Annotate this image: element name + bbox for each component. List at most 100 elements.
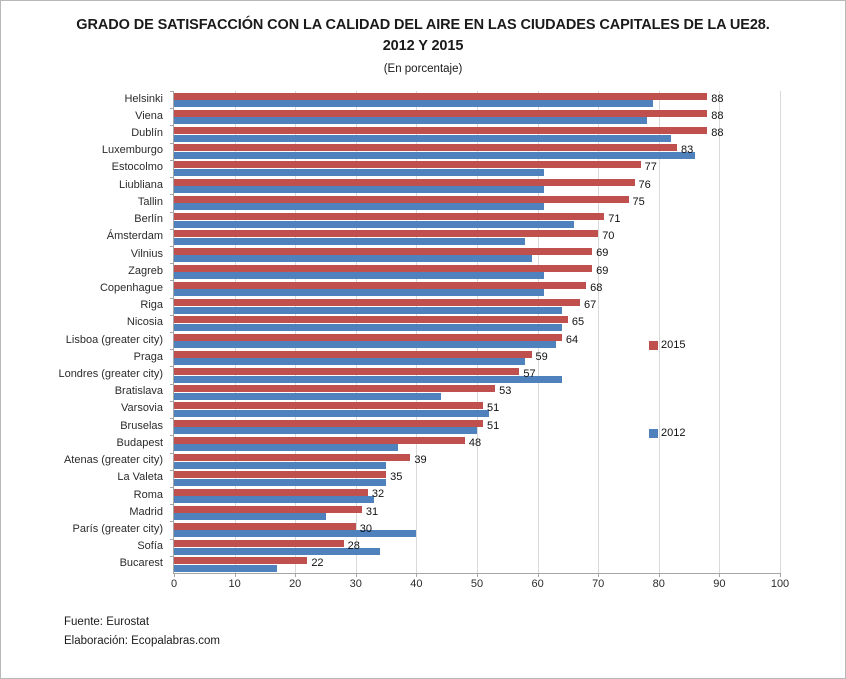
bar-2012 — [174, 461, 387, 469]
data-label: 88 — [711, 109, 724, 122]
data-label: 51 — [487, 419, 500, 432]
legend-item-2015[interactable]: 2015 — [649, 339, 685, 351]
y-axis-tick — [170, 435, 174, 436]
bar-2015 — [174, 557, 308, 565]
category-label: Viena — [135, 109, 163, 122]
bar-2015 — [174, 316, 568, 324]
bar-2015 — [174, 127, 708, 135]
category-label: Praga — [133, 350, 163, 363]
x-axis-tick — [355, 573, 357, 577]
x-axis-tick — [780, 573, 781, 577]
bar-2012 — [174, 134, 671, 142]
data-label: 32 — [371, 488, 385, 501]
y-axis-tick — [170, 453, 174, 454]
x-axis-tick — [174, 573, 175, 577]
category-label: Sofía — [137, 540, 163, 553]
data-label: 57 — [523, 367, 536, 380]
bar-2015 — [174, 385, 496, 393]
data-label: 35 — [390, 471, 403, 484]
gridline — [355, 91, 357, 573]
bar-2012 — [174, 513, 326, 521]
x-axis-tick-label: 80 — [652, 578, 665, 590]
bar-2015 — [174, 402, 484, 410]
bar-2015 — [174, 264, 593, 272]
y-axis-tick — [170, 91, 174, 92]
y-axis-tick — [170, 332, 174, 333]
bar-2015 — [174, 178, 635, 186]
y-axis-tick — [170, 246, 174, 247]
bar-2015 — [174, 488, 368, 496]
x-axis-tick — [658, 573, 660, 577]
bar-2012 — [174, 203, 544, 211]
bar-2012 — [174, 444, 399, 452]
legend-item-2012[interactable]: 2012 — [649, 427, 685, 439]
category-label: Lisboa (greater city) — [65, 333, 163, 346]
gridline — [658, 91, 660, 573]
data-label: 68 — [590, 281, 603, 294]
y-axis-tick — [170, 418, 174, 419]
data-label: 71 — [608, 213, 621, 225]
category-label: Nicosia — [126, 316, 163, 329]
data-label: 53 — [499, 385, 512, 398]
bar-2012 — [174, 117, 647, 125]
bar-2012 — [174, 564, 278, 572]
bar-2012 — [174, 530, 417, 538]
bar-2015 — [174, 109, 708, 117]
bar-2012 — [174, 323, 562, 331]
bar-2015 — [174, 195, 629, 203]
data-label: 88 — [711, 92, 724, 105]
gridline — [598, 91, 600, 573]
data-label: 75 — [632, 195, 645, 208]
bar-2012 — [174, 255, 532, 263]
bar-2015 — [174, 92, 708, 100]
gridline — [295, 91, 297, 573]
category-label: París (greater city) — [72, 522, 163, 535]
category-label: Londres (greater city) — [58, 368, 163, 381]
category-label: Roma — [133, 488, 163, 501]
y-axis-tick — [170, 539, 174, 540]
category-label: Budapest — [116, 436, 163, 449]
legend-label: 2015 — [661, 339, 686, 351]
data-label: 30 — [359, 522, 373, 535]
category-label: Helsinki — [124, 92, 163, 105]
category-axis: Helsinki Viena Dublín Luxemburgo Estocolmo Li… — [1, 91, 169, 573]
category-label: Bucarest — [119, 557, 163, 570]
plot-wrapper: Helsinki Viena Dublín Luxemburgo Estocolmo Li… — [1, 91, 845, 591]
x-axis-tick-label: 70 — [592, 578, 605, 590]
data-label: 59 — [535, 350, 548, 363]
x-axis-tick — [719, 573, 721, 577]
y-axis-tick — [170, 315, 174, 316]
category-label: Varsovia — [121, 402, 163, 415]
data-label: 39 — [414, 454, 427, 466]
data-label: 51 — [487, 402, 500, 415]
data-label: 22 — [311, 557, 324, 570]
x-axis-tick-label: 60 — [531, 578, 544, 590]
data-label: 31 — [365, 505, 379, 518]
bar-2012 — [174, 151, 696, 159]
x-axis-tick-label: 40 — [410, 578, 423, 590]
x-axis-tick-label: 10 — [228, 578, 241, 590]
bar-2015 — [174, 505, 362, 513]
x-axis-tick — [234, 573, 236, 577]
category-label: Bruselas — [120, 419, 163, 432]
data-label: 69 — [596, 247, 609, 260]
bar-2012 — [174, 186, 544, 194]
bar-2012 — [174, 289, 544, 297]
bar-2012 — [174, 547, 381, 555]
category-label: Estocolmo — [111, 161, 163, 174]
bar-2015 — [174, 161, 641, 169]
bar-2012 — [174, 409, 490, 417]
y-axis-tick — [170, 229, 174, 230]
y-axis-tick — [170, 521, 174, 522]
category-label: Bratislava — [114, 385, 163, 398]
y-axis-tick — [170, 212, 174, 213]
bar-2015 — [174, 540, 344, 548]
category-label: Zagreb — [128, 264, 163, 277]
data-label: 28 — [347, 540, 360, 553]
gridline — [537, 91, 539, 573]
bar-2015 — [174, 281, 587, 289]
data-label: 67 — [584, 299, 597, 312]
y-axis-tick — [170, 556, 174, 557]
bar-2015 — [174, 471, 387, 479]
bar-2015 — [174, 144, 677, 152]
